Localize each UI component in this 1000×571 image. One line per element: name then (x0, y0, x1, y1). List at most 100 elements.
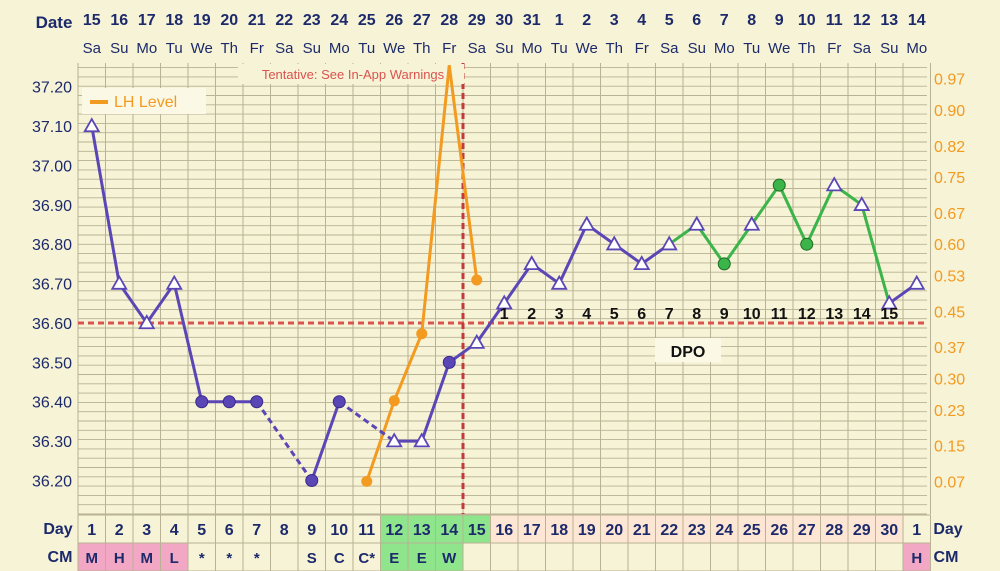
temp-point (688, 215, 706, 231)
date-number: 27 (413, 12, 431, 29)
y-right-tick: 0.07 (934, 474, 965, 491)
date-header: 15Sa16Su17Mo18Tu19We20Th21Fr22Sa23Su24Mo… (83, 12, 928, 57)
day-cell (407, 514, 436, 544)
temp-segment (420, 361, 451, 442)
dpo-number: 8 (692, 306, 701, 323)
dpo-number: 15 (880, 306, 898, 323)
cycle-day-number: 22 (660, 522, 678, 539)
cycle-day-number: 8 (280, 522, 289, 539)
temp-point (495, 294, 513, 310)
date-number: 3 (610, 12, 619, 29)
day-cell (572, 514, 601, 544)
cm-cell (710, 542, 739, 571)
lh-point (361, 475, 373, 487)
lh-series (361, 65, 483, 487)
weekday-label: Th (413, 40, 431, 57)
dpo-number: 12 (798, 306, 816, 323)
dpo-number: 2 (527, 306, 536, 323)
temp-point (825, 176, 843, 192)
cm-label: CM (48, 549, 73, 566)
cycle-day-labels: 1 2 3 4 5 6 7 8 9 10 11 12 13 14 15 16 17 18 19 20 21 22 23 24 2… (87, 522, 921, 539)
y-left-tick: 36.60 (32, 316, 72, 333)
cycle-day-number: 1 (912, 522, 921, 539)
day-cell (132, 514, 161, 544)
lh-point (416, 328, 428, 340)
date-number: 19 (193, 12, 211, 29)
cm-cell (380, 542, 409, 571)
day-cell (847, 514, 876, 544)
y-right-tick: 0.82 (934, 139, 965, 156)
weekday-label: Mo (906, 40, 927, 57)
cm-cell (600, 542, 629, 571)
date-number: 5 (665, 12, 674, 29)
cm-value: W (442, 550, 457, 567)
cm-cell (572, 542, 601, 571)
day-label: Day (43, 521, 72, 538)
cm-cell (792, 542, 821, 571)
cm-cell (517, 542, 546, 571)
temp-point (138, 314, 156, 330)
weekday-label: Sa (853, 40, 872, 57)
temp-segment (255, 400, 313, 482)
temp-point (605, 235, 623, 251)
weekday-label: We (383, 40, 405, 57)
day-cell (710, 514, 739, 544)
cycle-day-number: 26 (770, 522, 788, 539)
dpo-number: 5 (610, 306, 619, 323)
weekday-label: Tu (551, 40, 568, 57)
cm-value: E (417, 550, 427, 567)
dpo-number: 11 (771, 306, 788, 323)
temp-point (332, 395, 346, 409)
cycle-day-number: 13 (413, 522, 431, 539)
cm-value: E (389, 550, 399, 567)
day-cell (820, 514, 849, 544)
cycle-day-number: 17 (523, 522, 541, 539)
day-cell (187, 514, 216, 544)
cm-value: M (141, 550, 154, 567)
cm-value: L (170, 550, 179, 567)
weekday-label: Th (605, 40, 623, 57)
temp-segment (557, 223, 589, 285)
cycle-day-number: 20 (605, 522, 623, 539)
day-cell (765, 514, 794, 544)
y-left-tick: 36.70 (32, 277, 72, 294)
temp-segment (90, 125, 121, 284)
weekday-label: Su (880, 40, 898, 57)
cycle-day-number: 18 (550, 522, 568, 539)
date-number: 8 (747, 12, 756, 29)
y-axis-left: 36.20 36.30 36.40 36.50 36.60 36.70 36.80 36.90… (32, 80, 72, 491)
date-number: 4 (637, 12, 646, 29)
date-number: 1 (555, 12, 564, 29)
cm-cell (682, 542, 711, 571)
day-cell (875, 514, 904, 544)
y-left-tick: 37.20 (32, 80, 72, 97)
y-right-tick: 0.45 (934, 304, 965, 321)
weekday-label: Sa (468, 40, 487, 57)
temp-segment (805, 184, 836, 245)
cm-cell (132, 542, 161, 571)
cm-cell (325, 542, 354, 571)
weekday-label: Sa (660, 40, 679, 57)
dpo-numbers: 1 2 3 4 5 6 7 8 9 10 11 12 13 14 15 (500, 306, 898, 323)
day-cell (600, 514, 629, 544)
y-right-tick: 0.97 (934, 72, 965, 89)
weekday-label: Mo (136, 40, 157, 57)
lh-point (471, 274, 483, 286)
y-axis-right: 0.07 0.15 0.23 0.30 0.37 0.45 0.53 0.60 0.67 0.75… (934, 72, 965, 492)
y-left-tick: 37.00 (32, 158, 72, 175)
weekday-label: Mo (714, 40, 735, 57)
temp-segment (338, 400, 396, 443)
cm-value: * (254, 550, 260, 567)
temp-point (743, 215, 761, 231)
cycle-day-number: 4 (170, 522, 179, 539)
y-right-tick: 0.53 (934, 269, 965, 286)
cycle-day-number: 6 (225, 522, 234, 539)
cycle-day-number: 3 (142, 522, 151, 539)
day-row (77, 514, 931, 544)
weekday-label: Sa (275, 40, 294, 57)
temp-point (165, 274, 183, 290)
weekday-label: Su (303, 40, 321, 57)
temp-point (83, 117, 101, 133)
day-cell (325, 514, 354, 544)
weekday-label: Fr (442, 40, 456, 57)
